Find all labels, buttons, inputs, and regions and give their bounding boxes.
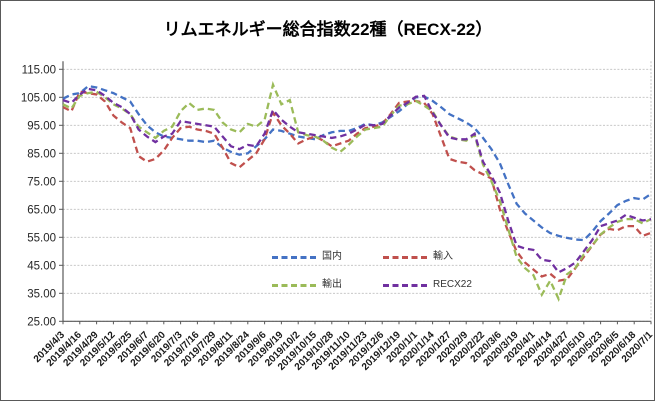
legend-item-yunyu: 輸入 xyxy=(383,251,453,263)
series-line-recx22 xyxy=(62,87,652,274)
y-axis-label: 75.00 xyxy=(27,176,56,188)
y-axis-label: 115.00 xyxy=(22,64,56,76)
legend-line-sample-recx22 xyxy=(383,283,427,287)
y-axis-label: 105.00 xyxy=(21,92,56,104)
series-line-yunyu xyxy=(62,90,652,282)
chart-title: リムエネルギー総合指数22種（RECX-22） xyxy=(164,19,493,39)
axes xyxy=(59,61,652,325)
legend-item-yushutsu: 輸出 xyxy=(272,279,342,291)
legend-label-yunyu: 輸入 xyxy=(433,251,453,262)
y-axis-label: 95.00 xyxy=(27,120,56,132)
legend-item-kokunai: 国内 xyxy=(272,251,342,263)
legend-line-sample-yushutsu xyxy=(272,283,316,287)
y-axis-labels: 115.00 105.00 95.00 85.00 75.00 65.00 55.00 45.… xyxy=(21,64,56,328)
y-axis-label: 55.00 xyxy=(27,232,56,244)
legend-label-recx22: RECX22 xyxy=(433,279,472,290)
legend-label-kokunai: 国内 xyxy=(322,251,342,262)
legend-label-yushutsu: 輸出 xyxy=(322,279,342,290)
y-axis-label: 45.00 xyxy=(27,260,56,272)
series-line-yushutsu xyxy=(62,81,652,302)
y-axis-label: 35.00 xyxy=(27,288,56,300)
series-lines xyxy=(62,81,652,302)
y-axis-label: 85.00 xyxy=(27,148,56,160)
legend-line-sample-kokunai xyxy=(272,255,316,259)
y-axis-label: 25.00 xyxy=(27,316,56,328)
x-axis-labels: 2019/4/32019/4/162019/4/292019/5/122019/… xyxy=(32,329,654,372)
legend-item-recx22: RECX22 xyxy=(383,279,472,291)
legend-line-sample-yunyu xyxy=(383,255,427,259)
y-axis-label: 65.00 xyxy=(27,204,56,216)
series-line-kokunai xyxy=(62,84,652,242)
